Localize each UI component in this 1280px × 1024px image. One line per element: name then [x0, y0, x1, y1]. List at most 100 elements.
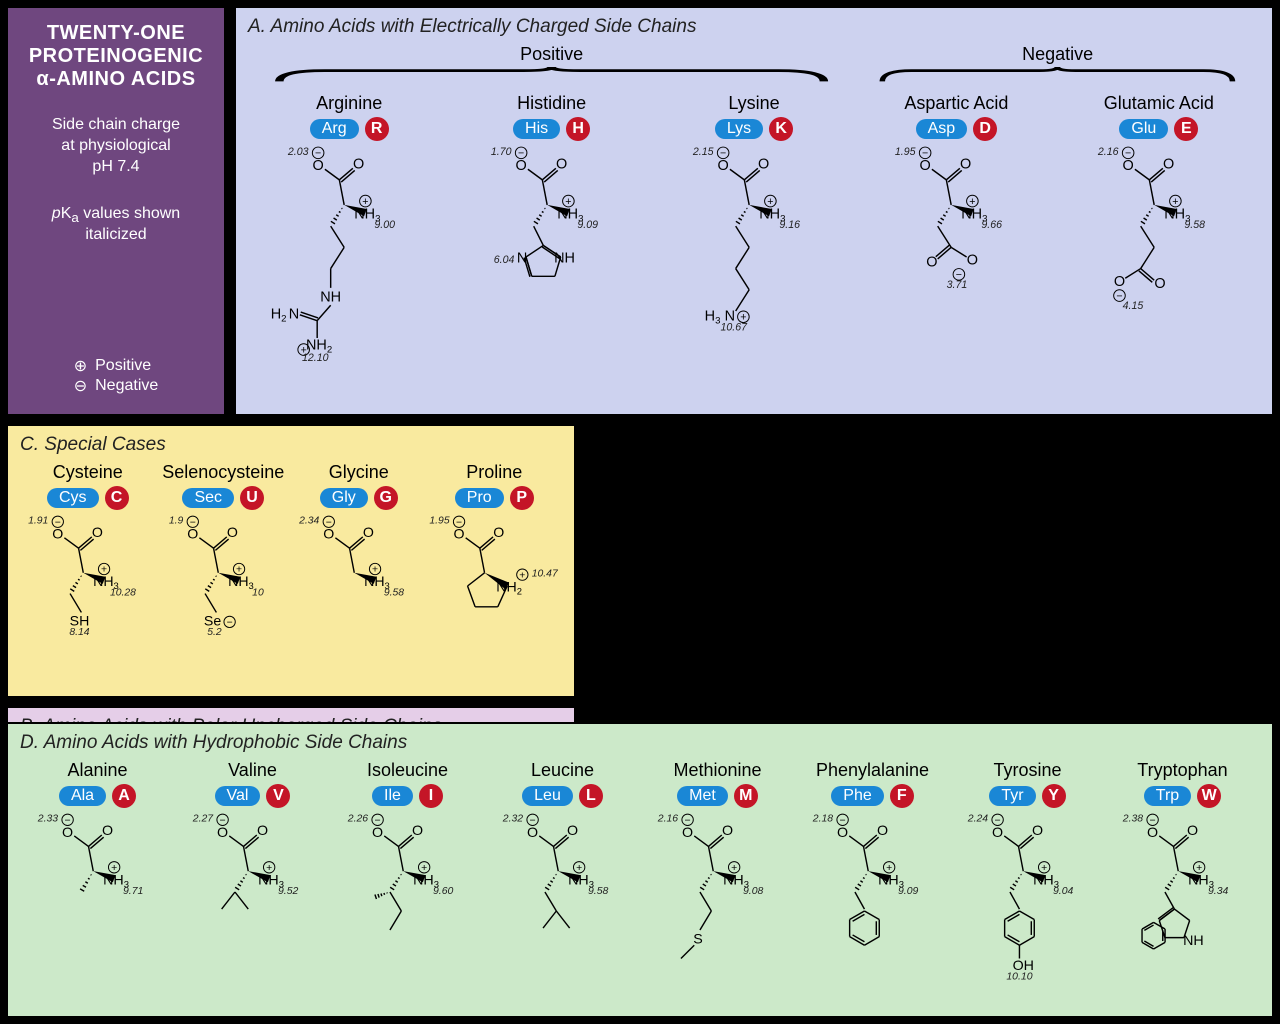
svg-text:+: +: [236, 565, 242, 576]
svg-text:−: −: [922, 148, 928, 160]
aa-structure: OO−2.38NH3+9.34NH: [1105, 816, 1260, 1006]
svg-text:O: O: [363, 525, 374, 541]
svg-text:1.91: 1.91: [28, 516, 48, 527]
svg-text:−: −: [518, 148, 524, 160]
svg-text:O: O: [217, 825, 228, 841]
svg-text:−: −: [374, 816, 380, 827]
aa-code3-badge: Phe: [831, 786, 883, 806]
brace-icon: [875, 67, 1240, 85]
aa-code1-badge: P: [510, 486, 534, 510]
aa-name: Proline: [466, 462, 522, 483]
svg-text:+: +: [520, 570, 526, 581]
svg-text:O: O: [92, 525, 103, 541]
svg-text:O: O: [1114, 274, 1125, 290]
svg-text:−: −: [994, 816, 1000, 827]
panel-charged: A. Amino Acids with Electrically Charged…: [234, 6, 1274, 416]
svg-text:O: O: [411, 823, 422, 839]
svg-text:9.09: 9.09: [897, 886, 918, 897]
svg-text:2.16: 2.16: [1097, 146, 1119, 158]
aa-structure: OO−2.34NH3+9.58: [291, 518, 427, 688]
svg-text:−: −: [839, 816, 845, 827]
aa-code3-badge: Cys: [47, 488, 99, 508]
aa-code3-badge: Ile: [372, 786, 413, 806]
svg-text:2.26: 2.26: [346, 814, 368, 825]
amino-acid-trp: Tryptophan Trp W OO−2.38NH3+9.34NH: [1105, 760, 1260, 1006]
subtitle: Side chain charge at physiological pH 7.…: [52, 115, 180, 177]
svg-text:−: −: [64, 816, 70, 827]
svg-text:+: +: [767, 196, 773, 208]
amino-acid-lys: Lysine Lys K OO−2.15NH3+9.16H3N+10.67: [653, 93, 855, 419]
svg-text:−: −: [227, 618, 233, 629]
aa-code3-badge: Gly: [320, 488, 368, 508]
svg-text:NH: NH: [1183, 933, 1204, 949]
svg-text:6.04: 6.04: [493, 254, 514, 266]
aa-structure: OO−2.27NH3+9.52: [175, 816, 330, 1006]
aa-structure: OO−2.26NH3+9.60: [330, 816, 485, 1006]
aa-code1-badge: R: [365, 117, 389, 141]
svg-text:9.34: 9.34: [1207, 886, 1228, 897]
svg-text:−: −: [1149, 816, 1155, 827]
aa-name: Glycine: [329, 462, 389, 483]
svg-text:4.15: 4.15: [1122, 300, 1143, 312]
svg-text:S: S: [693, 931, 703, 947]
plus-icon: ⊕: [74, 356, 87, 376]
svg-text:H3: H3: [705, 309, 721, 327]
aa-code1-badge: A: [112, 784, 136, 808]
aa-name: Alanine: [67, 760, 127, 781]
svg-text:−: −: [720, 148, 726, 160]
aa-code1-badge: C: [105, 486, 129, 510]
svg-text:O: O: [920, 158, 931, 174]
svg-text:N: N: [289, 307, 299, 323]
svg-text:O: O: [515, 158, 526, 174]
aa-code3-badge: Val: [215, 786, 261, 806]
svg-text:O: O: [837, 825, 848, 841]
amino-acid-ala: Alanine Ala A OO−2.33NH3+9.71: [20, 760, 175, 1006]
svg-text:+: +: [421, 863, 427, 874]
amino-acid-his: Histidine His H OO−1.70NH3+9.09NNH6.04: [450, 93, 652, 419]
svg-text:O: O: [527, 825, 538, 841]
aa-code3-badge: His: [513, 119, 560, 139]
aa-code3-badge: Leu: [522, 786, 573, 806]
svg-text:2.24: 2.24: [966, 814, 988, 825]
svg-text:O: O: [927, 255, 938, 271]
svg-text:O: O: [758, 156, 769, 172]
charge-legend: ⊕Positive ⊖Negative: [74, 356, 159, 396]
amino-acid-sec: Selenocysteine Sec U OO−1.9NH3+10Se−5.2: [156, 462, 292, 688]
svg-text:9.66: 9.66: [982, 219, 1003, 231]
aa-structure: OO−1.9NH3+10Se−5.2: [156, 518, 292, 688]
aa-name: Cysteine: [53, 462, 123, 483]
svg-text:2.15: 2.15: [692, 146, 714, 158]
svg-text:10: 10: [252, 587, 264, 598]
aa-name: Methionine: [673, 760, 761, 781]
amino-acid-gly: Glycine Gly G OO−2.34NH3+9.58: [291, 462, 427, 688]
aa-code1-badge: D: [973, 117, 997, 141]
aa-code3-badge: Glu: [1119, 119, 1168, 139]
svg-text:O: O: [101, 823, 112, 839]
svg-text:9.71: 9.71: [122, 886, 142, 897]
svg-text:O: O: [1163, 156, 1174, 172]
amino-acid-glu: Glutamic Acid Glu E OO−2.16NH3+9.58OO−4.…: [1058, 93, 1260, 419]
svg-text:8.14: 8.14: [69, 627, 89, 638]
svg-text:+: +: [731, 863, 737, 874]
svg-text:O: O: [1031, 823, 1042, 839]
aa-code1-badge: V: [266, 784, 290, 808]
svg-text:10.47: 10.47: [532, 569, 559, 580]
svg-text:+: +: [1041, 863, 1047, 874]
svg-text:NH: NH: [554, 251, 575, 267]
svg-text:2.03: 2.03: [287, 146, 309, 158]
svg-text:1.9: 1.9: [169, 516, 184, 527]
aa-name: Aspartic Acid: [904, 93, 1008, 114]
svg-text:1.95: 1.95: [430, 516, 450, 527]
amino-acid-pro: Proline Pro P OO−1.95NH2+10.47: [427, 462, 563, 688]
svg-text:2.34: 2.34: [298, 516, 319, 527]
svg-text:O: O: [566, 823, 577, 839]
aa-name: Arginine: [316, 93, 382, 114]
aa-name: Histidine: [517, 93, 586, 114]
panel-a-title: A. Amino Acids with Electrically Charged…: [248, 16, 1260, 38]
aa-code3-badge: Ala: [59, 786, 106, 806]
svg-text:O: O: [323, 527, 334, 543]
svg-text:H2: H2: [271, 307, 287, 325]
svg-text:O: O: [62, 825, 73, 841]
aa-code1-badge: H: [566, 117, 590, 141]
aa-name: Lysine: [728, 93, 779, 114]
